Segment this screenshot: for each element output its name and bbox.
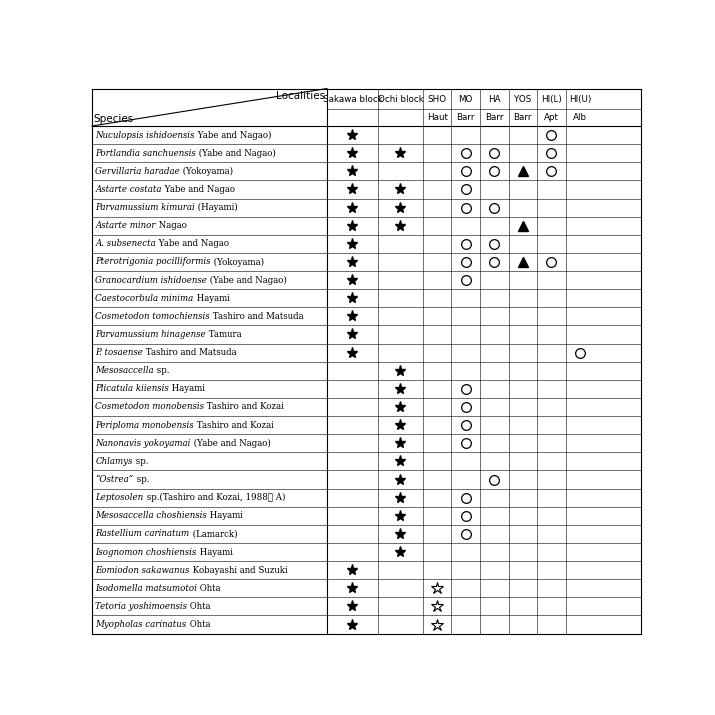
Text: Kobayashi and Suzuki: Kobayashi and Suzuki xyxy=(190,566,287,575)
Text: sp.: sp. xyxy=(133,457,148,466)
Text: Localities: Localities xyxy=(275,91,325,101)
Text: Nanonavis yokoyamai: Nanonavis yokoyamai xyxy=(96,439,191,448)
Text: Yabe and Nagao: Yabe and Nagao xyxy=(156,240,230,248)
Text: “Ostrea”: “Ostrea” xyxy=(96,475,134,484)
Text: Cosmetodon tomochiensis: Cosmetodon tomochiensis xyxy=(96,312,210,321)
Text: Tamura: Tamura xyxy=(206,330,242,339)
Text: Gervillaria haradae: Gervillaria haradae xyxy=(96,167,180,176)
Text: Alb: Alb xyxy=(573,113,587,122)
Text: Cosmetodon monobensis: Cosmetodon monobensis xyxy=(96,403,204,412)
Text: Astarte costata: Astarte costata xyxy=(96,185,162,194)
Text: Pterotrigonia pocilliformis: Pterotrigonia pocilliformis xyxy=(96,257,211,267)
Text: (Yokoyama): (Yokoyama) xyxy=(211,257,264,267)
Text: Parvamussium hinagense: Parvamussium hinagense xyxy=(96,330,206,339)
Text: Chlamys: Chlamys xyxy=(96,457,133,466)
Text: Nuculopsis ishidoensis: Nuculopsis ishidoensis xyxy=(96,131,195,139)
Text: Granocardium ishidoense: Granocardium ishidoense xyxy=(96,275,207,285)
Text: Ohta: Ohta xyxy=(187,602,211,611)
Text: Isodomella matsumotoi: Isodomella matsumotoi xyxy=(96,583,197,593)
Text: SHO: SHO xyxy=(428,94,447,104)
Text: Nagao: Nagao xyxy=(156,221,187,230)
Text: HI(U): HI(U) xyxy=(568,94,591,104)
Text: Hayami: Hayami xyxy=(197,548,232,556)
Text: HI(L): HI(L) xyxy=(541,94,562,104)
Text: HA: HA xyxy=(488,94,500,104)
Text: Hayami: Hayami xyxy=(207,511,243,521)
Text: Ohta: Ohta xyxy=(197,583,221,593)
Text: (Yabe and Nagao): (Yabe and Nagao) xyxy=(196,149,276,158)
Text: (Yokoyama): (Yokoyama) xyxy=(180,167,233,176)
Text: (Hayami): (Hayami) xyxy=(195,203,238,212)
Text: Species: Species xyxy=(94,114,134,124)
Text: Parvamussium kimurai: Parvamussium kimurai xyxy=(96,203,195,212)
Text: Tashiro and Matsuda: Tashiro and Matsuda xyxy=(143,348,237,357)
Text: (Lamarck): (Lamarck) xyxy=(189,529,237,538)
Text: Myopholas carinatus: Myopholas carinatus xyxy=(96,620,187,629)
Text: Rastellium carinatum: Rastellium carinatum xyxy=(96,529,189,538)
Text: Barr: Barr xyxy=(456,113,475,122)
Text: Leptosolen: Leptosolen xyxy=(96,493,144,502)
Text: Yabe and Nagao): Yabe and Nagao) xyxy=(195,131,272,139)
Text: Barr: Barr xyxy=(485,113,503,122)
Text: Sakawa block: Sakawa block xyxy=(322,94,383,104)
Text: Apt: Apt xyxy=(544,113,558,122)
Text: (Yabe and Nagao): (Yabe and Nagao) xyxy=(191,439,271,448)
Text: YOS: YOS xyxy=(514,94,531,104)
Text: sp.: sp. xyxy=(154,366,169,375)
Text: Hayami: Hayami xyxy=(194,294,230,302)
Text: MO: MO xyxy=(458,94,473,104)
Text: Ochi block: Ochi block xyxy=(378,94,423,104)
Text: Ohta: Ohta xyxy=(187,620,210,629)
Text: Tashiro and Kozai: Tashiro and Kozai xyxy=(194,420,274,430)
Text: Barr: Barr xyxy=(513,113,532,122)
Text: A. subsenecta: A. subsenecta xyxy=(96,240,156,248)
Text: Yabe and Nagao: Yabe and Nagao xyxy=(162,185,235,194)
Text: Astarte minor: Astarte minor xyxy=(96,221,156,230)
Text: (Yabe and Nagao): (Yabe and Nagao) xyxy=(207,275,287,285)
Text: sp.: sp. xyxy=(134,475,149,484)
Text: P. tosaense: P. tosaense xyxy=(96,348,143,357)
Text: Tashiro and Kozai: Tashiro and Kozai xyxy=(204,403,285,412)
Text: Periploma monobensis: Periploma monobensis xyxy=(96,420,194,430)
Text: sp.(Tashiro and Kozai, 1988の A): sp.(Tashiro and Kozai, 1988の A) xyxy=(144,493,285,502)
Text: Eomiodon sakawanus: Eomiodon sakawanus xyxy=(96,566,190,575)
Text: Caestocorbula minima: Caestocorbula minima xyxy=(96,294,194,302)
Text: Mesosaccella: Mesosaccella xyxy=(96,366,154,375)
Text: Haut: Haut xyxy=(427,113,448,122)
Text: Isognomon choshiensis: Isognomon choshiensis xyxy=(96,548,197,556)
Text: Tashiro and Matsuda: Tashiro and Matsuda xyxy=(210,312,304,321)
Text: Hayami: Hayami xyxy=(169,385,205,393)
Text: Mesosaccella choshiensis: Mesosaccella choshiensis xyxy=(96,511,207,521)
Text: Tetoria yoshimoensis: Tetoria yoshimoensis xyxy=(96,602,187,611)
Text: Portlandia sanchuensis: Portlandia sanchuensis xyxy=(96,149,196,158)
Text: Plicatula kiiensis: Plicatula kiiensis xyxy=(96,385,169,393)
